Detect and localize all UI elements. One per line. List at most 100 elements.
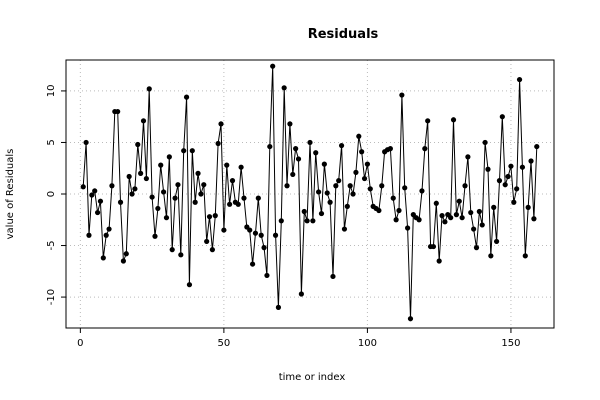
data-point	[338, 142, 345, 149]
data-point	[327, 199, 333, 205]
data-point	[227, 201, 233, 207]
data-point	[126, 173, 132, 180]
data-point	[310, 218, 316, 224]
data-point	[456, 198, 462, 204]
data-point	[229, 178, 236, 184]
data-point	[462, 183, 468, 189]
data-point	[100, 255, 106, 261]
data-point	[453, 212, 459, 218]
x-tick-label: 100	[358, 338, 377, 349]
data-point	[422, 146, 428, 152]
data-point	[140, 118, 147, 124]
data-point	[183, 94, 190, 100]
data-point	[459, 215, 465, 221]
data-point	[252, 230, 259, 236]
data-point	[89, 192, 95, 198]
data-point	[278, 218, 284, 224]
data-point	[402, 185, 408, 191]
data-point	[321, 161, 327, 167]
data-point	[505, 173, 511, 180]
data-point	[238, 164, 244, 170]
data-point	[249, 261, 256, 267]
data-point	[146, 86, 152, 92]
data-point	[511, 199, 517, 205]
data-point	[83, 139, 89, 146]
data-point	[367, 186, 373, 192]
data-point	[344, 203, 350, 209]
y-tick-label: 0	[46, 191, 57, 197]
data-point	[155, 205, 161, 212]
data-point	[135, 141, 141, 148]
data-point	[425, 118, 431, 124]
data-point	[304, 218, 310, 224]
data-point	[405, 225, 411, 231]
data-point	[516, 76, 523, 83]
data-point	[261, 245, 267, 251]
data-point	[138, 170, 144, 176]
data-point	[307, 139, 313, 146]
data-point	[522, 253, 528, 259]
data-point	[468, 209, 474, 216]
data-point	[201, 182, 207, 188]
data-point	[519, 164, 526, 170]
data-point	[293, 146, 299, 152]
x-axis: 0 50 100 150	[77, 327, 520, 349]
data-point	[448, 215, 454, 221]
data-point	[218, 121, 224, 127]
data-point	[376, 207, 382, 214]
data-point	[281, 85, 287, 91]
data-point	[163, 215, 170, 221]
data-point	[186, 282, 193, 288]
data-point	[476, 208, 482, 215]
data-point	[471, 226, 477, 232]
data-point	[387, 146, 393, 152]
data-point	[450, 117, 457, 123]
data-point	[149, 194, 155, 200]
series-points-group	[80, 63, 540, 322]
data-point	[508, 163, 514, 169]
data-point	[206, 214, 213, 220]
data-point	[313, 150, 319, 156]
data-point	[416, 217, 422, 223]
data-point	[255, 195, 261, 201]
data-point	[152, 233, 158, 239]
data-point	[359, 149, 365, 155]
y-axis-label: value of Residuals	[5, 149, 16, 240]
data-point	[270, 63, 276, 69]
data-point	[143, 175, 149, 182]
data-point	[419, 188, 425, 194]
data-point	[361, 175, 368, 182]
data-point	[350, 191, 356, 197]
data-point	[192, 199, 198, 205]
data-point	[390, 195, 396, 201]
data-point	[488, 253, 494, 259]
y-tick-label: -10	[46, 289, 57, 305]
data-point	[482, 139, 488, 146]
data-point	[275, 304, 282, 310]
data-point	[473, 245, 480, 251]
data-point	[499, 114, 505, 120]
data-point	[235, 201, 241, 207]
data-point	[204, 238, 210, 245]
data-point	[117, 199, 124, 205]
data-point	[298, 291, 304, 297]
data-point	[132, 186, 138, 192]
data-point	[198, 191, 204, 197]
data-point	[318, 210, 325, 217]
data-point	[195, 170, 201, 176]
data-point	[103, 232, 109, 238]
data-point	[393, 217, 399, 223]
data-point	[109, 183, 115, 189]
x-axis-label: time or index	[279, 372, 346, 383]
data-point	[301, 208, 307, 215]
data-point	[287, 121, 293, 127]
series-line-group	[82, 66, 538, 319]
data-point	[502, 182, 508, 188]
data-point	[241, 195, 247, 201]
data-point	[94, 209, 101, 216]
data-point	[399, 92, 405, 98]
data-point	[433, 200, 439, 206]
data-point	[80, 184, 86, 190]
data-point	[534, 143, 540, 150]
data-point	[215, 140, 221, 147]
